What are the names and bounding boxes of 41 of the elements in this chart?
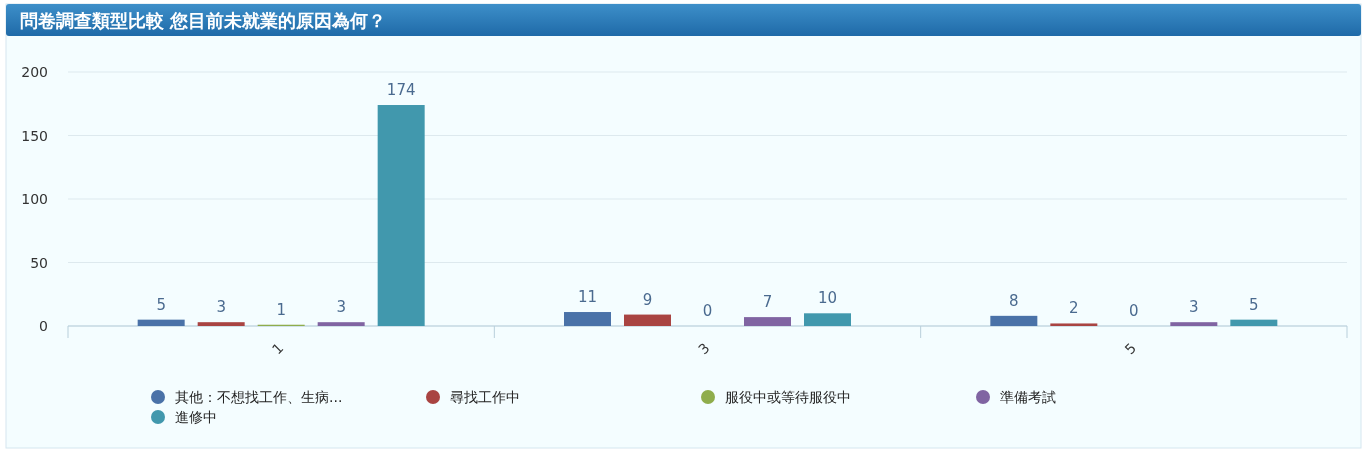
data-label: 174: [386, 81, 416, 100]
bar: [624, 314, 671, 326]
y-tick-label: 100: [21, 191, 48, 207]
x-tick-label: 1: [268, 339, 287, 358]
bar: [990, 315, 1038, 326]
data-label: 0: [702, 302, 713, 320]
y-tick-label: 0: [39, 318, 48, 334]
y-tick-label: 150: [21, 127, 48, 144]
data-label: 5: [1249, 295, 1259, 314]
legend-label: 準備考試: [1000, 389, 1056, 405]
data-label: 0: [1129, 302, 1139, 320]
data-label: 11: [577, 288, 598, 307]
chart-title: 問卷調查類型比較 您目前未就業的原因為何？: [20, 10, 387, 31]
legend-label: 服役中或等待服役中: [725, 389, 851, 405]
data-label: 2: [1069, 299, 1079, 318]
data-label: 9: [642, 290, 653, 309]
bar: [377, 105, 425, 326]
bar: [137, 319, 185, 326]
bar: [804, 313, 851, 326]
legend-label: 其他：不想找工作、生病...: [175, 389, 343, 405]
data-label: 10: [817, 289, 838, 308]
x-tick-label: 3: [695, 339, 713, 358]
data-label: 7: [762, 293, 773, 312]
legend-label: 進修中: [175, 409, 217, 425]
bar: [317, 322, 365, 326]
data-label: 3: [216, 298, 226, 317]
bar: [564, 312, 611, 326]
bar: [1050, 323, 1098, 326]
legend-label: 尋找工作中: [450, 389, 520, 405]
data-label: 8: [1009, 291, 1019, 310]
data-label: 1: [276, 300, 286, 319]
data-label: 3: [336, 298, 346, 317]
data-label: 3: [1189, 298, 1199, 317]
bar: [1230, 319, 1278, 326]
bar: [1170, 322, 1218, 326]
y-tick-label: 50: [30, 254, 48, 271]
x-tick-label: 5: [1121, 339, 1140, 358]
bar: [197, 322, 245, 326]
bar: [744, 317, 791, 326]
y-tick-label: 200: [21, 64, 48, 80]
data-label: 5: [156, 295, 166, 314]
